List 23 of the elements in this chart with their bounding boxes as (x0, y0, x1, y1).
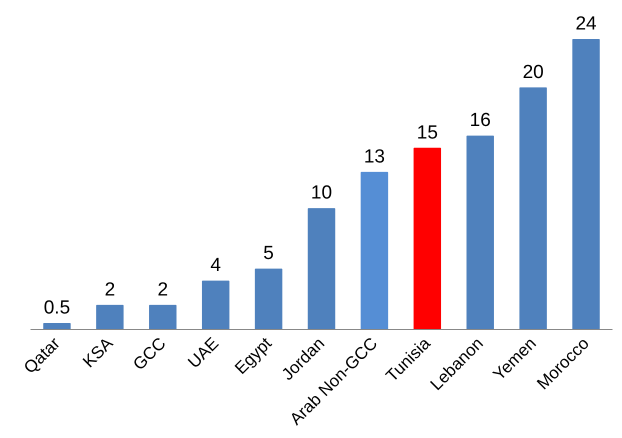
data-label: 2 (104, 279, 116, 300)
bar (254, 268, 282, 330)
data-label: 10 (310, 182, 332, 204)
bar (360, 172, 388, 330)
x-tick-label: KSA (79, 333, 118, 372)
bar (466, 136, 494, 330)
data-label: 15 (416, 122, 438, 144)
bar (96, 304, 124, 330)
bar (202, 280, 230, 330)
bar (149, 304, 176, 330)
bar (519, 87, 547, 330)
data-label: 24 (575, 14, 598, 34)
data-label: 5 (263, 243, 274, 264)
data-label: 16 (470, 110, 491, 132)
data-label: 13 (364, 146, 385, 168)
bar (43, 322, 71, 330)
bar (572, 39, 600, 330)
data-label: 4 (210, 255, 222, 276)
bar (414, 148, 442, 330)
bar (308, 208, 336, 330)
data-label: 0.5 (44, 297, 70, 318)
data-label: 20 (522, 62, 544, 83)
data-label: 2 (157, 279, 168, 300)
